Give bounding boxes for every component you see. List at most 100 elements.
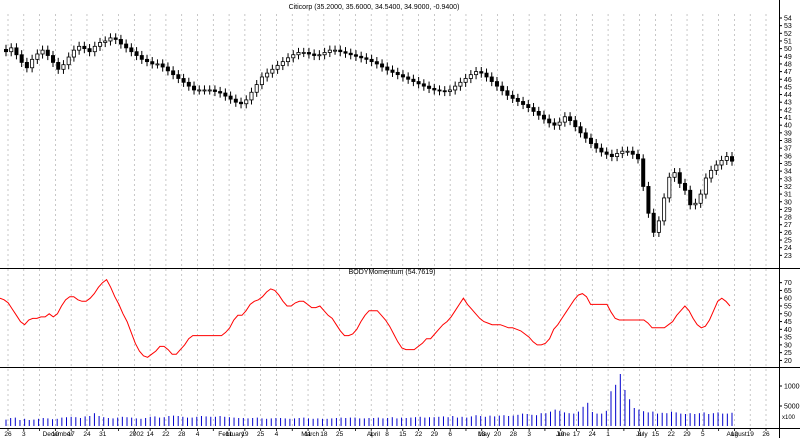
candle-body [71, 49, 76, 58]
candle [364, 53, 369, 64]
candle [578, 122, 583, 138]
momentum-tick-label: 20 [784, 358, 792, 365]
candle [437, 85, 442, 96]
date-tick-label: 4 [275, 431, 279, 438]
momentum-tick-label: 70 [784, 280, 792, 287]
candle [113, 33, 118, 45]
candle [395, 67, 400, 80]
candle-body [693, 202, 698, 206]
price-tick-label: 54 [784, 16, 792, 23]
momentum-tick-label: 30 [784, 342, 792, 349]
candle-body [526, 104, 531, 108]
candle [479, 67, 484, 78]
candle [432, 83, 437, 95]
date-tick-label: 5 [701, 431, 705, 438]
candle-body [656, 220, 661, 233]
candle-body [364, 57, 369, 60]
candle [693, 198, 698, 210]
price-tick-label: 39 [784, 130, 792, 137]
momentum-tick-label: 25 [784, 350, 792, 357]
candle [682, 178, 687, 195]
candle-body [724, 156, 729, 161]
candle-body [197, 89, 202, 92]
candle-body [92, 45, 97, 53]
price-tick-label: 38 [784, 138, 792, 145]
candle [150, 57, 155, 69]
candle [129, 43, 134, 57]
candle-body [24, 62, 29, 69]
candle [562, 112, 567, 127]
candle-body [552, 122, 557, 126]
candle-body [432, 88, 437, 91]
candle-body [568, 116, 573, 121]
date-tick-label: 7 [133, 431, 137, 438]
date-tick-label: 15 [399, 431, 407, 438]
candle [588, 133, 593, 149]
candle-body [228, 95, 233, 100]
candle-body [186, 81, 191, 87]
candle-body [400, 74, 405, 78]
price-tick-label: 29 [784, 207, 792, 214]
candle [322, 47, 327, 60]
candle [730, 151, 735, 166]
date-tick-label: 17 [68, 431, 76, 438]
date-tick-label: 26 [4, 431, 12, 438]
candle-body [82, 45, 87, 50]
candle-body [594, 143, 599, 149]
candle [66, 52, 71, 70]
candle-body [494, 81, 499, 87]
candle [583, 128, 588, 143]
candle-body [301, 52, 306, 54]
candle-body [98, 42, 103, 47]
price-tick-label: 48 [784, 61, 792, 68]
candle [359, 51, 364, 63]
candle-body [682, 182, 687, 191]
candle-body [510, 94, 515, 99]
candle [474, 67, 479, 80]
candle-body [124, 43, 129, 49]
candle-body [489, 76, 494, 82]
candle-body [181, 78, 186, 83]
volume-tick-label: 5000 [784, 404, 800, 411]
candle [77, 41, 82, 55]
candle-body [265, 72, 270, 78]
candle [197, 85, 202, 95]
price-tick-label: 46 [784, 77, 792, 84]
candle [416, 76, 421, 89]
candle [714, 160, 719, 175]
candle-body [77, 45, 82, 51]
candle-body [306, 52, 311, 55]
candle-body [129, 47, 134, 53]
candle [505, 86, 510, 100]
date-tick-label: 29 [431, 431, 439, 438]
candle-body [239, 101, 244, 105]
candle-body [374, 61, 379, 65]
date-tick-label: 31 [99, 431, 107, 438]
candle [615, 148, 620, 162]
candle [171, 66, 176, 80]
candle-body [348, 52, 353, 56]
date-tick-label: 22 [162, 431, 170, 438]
candle-body [557, 121, 562, 126]
candle [244, 95, 249, 109]
date-tick-label: 19 [241, 431, 249, 438]
candle [4, 44, 9, 57]
candle-body [562, 116, 567, 123]
candle [103, 36, 108, 48]
candle-body [150, 61, 155, 65]
candle-body [635, 153, 640, 160]
price-tick-label: 23 [784, 253, 792, 260]
candle-body [442, 90, 447, 93]
candle-body [270, 68, 275, 74]
candle-body [437, 89, 442, 92]
candle [594, 138, 599, 153]
candle [494, 76, 499, 91]
candle-body [677, 172, 682, 184]
candle [468, 70, 473, 84]
date-tick-label: 17 [573, 431, 581, 438]
price-tick-label: 24 [784, 245, 792, 252]
candle-body [118, 39, 123, 45]
candle-body [672, 172, 677, 178]
candle [656, 216, 661, 237]
